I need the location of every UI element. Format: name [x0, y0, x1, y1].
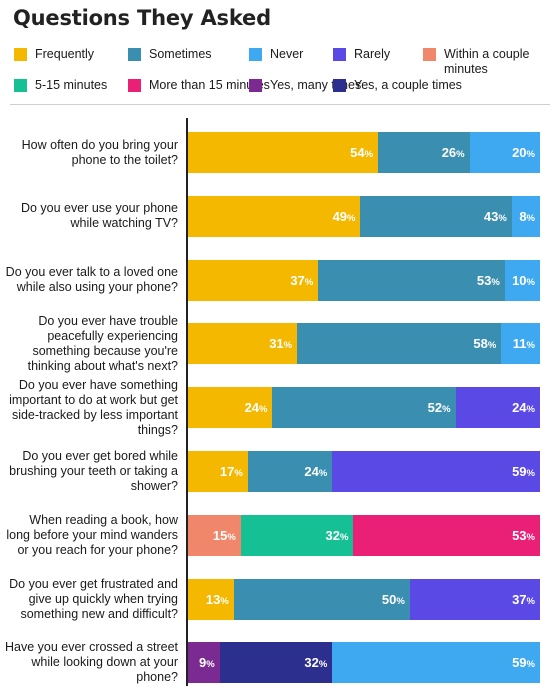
- question-label: Do you ever get bored while brushing you…: [9, 449, 178, 493]
- data-label: 24%: [512, 400, 535, 416]
- question-label: Do you ever get frustrated and give up q…: [9, 576, 178, 621]
- legend-swatch: [249, 48, 262, 61]
- legend-item-rarely: Rarely: [333, 47, 390, 62]
- legend-divider: [10, 104, 550, 105]
- bar-segment-sometimes: [318, 259, 505, 301]
- data-label: 37%: [290, 272, 314, 288]
- legend-swatch: [14, 79, 27, 92]
- data-label: 37%: [512, 591, 535, 607]
- legend-label: 5-15 minutes: [35, 78, 108, 92]
- legend-label: More than 15 minutes: [149, 78, 270, 92]
- data-label: 31%: [269, 336, 293, 352]
- bar-segment-never: [501, 323, 540, 365]
- legend-label: Sometimes: [149, 47, 212, 61]
- data-label: 20%: [512, 145, 535, 160]
- bar-segment-yescouple: [219, 642, 333, 684]
- data-label: 59%: [512, 655, 535, 671]
- bar-segment-frequently: [188, 132, 379, 173]
- question-label: How often do you bring your phone to the…: [21, 137, 178, 167]
- legend-item-yescouple: Yes, a couple times: [333, 78, 462, 93]
- data-label: 24%: [244, 400, 268, 416]
- bar-segment-yesmany: [188, 642, 220, 684]
- legend-label: Rarely: [354, 47, 391, 61]
- data-label: 59%: [512, 464, 535, 479]
- data-label: 49%: [332, 208, 356, 224]
- legend-label: Never: [270, 47, 304, 61]
- data-label: 11%: [512, 336, 535, 352]
- bar-segment-frequently: [188, 259, 319, 301]
- data-label: 15%: [212, 527, 236, 543]
- question-label: When reading a book, how long before you…: [6, 512, 178, 557]
- bar-segment-rarely: [455, 387, 540, 429]
- bar-segment-never: [469, 132, 540, 173]
- bar-segment-frequently: [188, 195, 361, 237]
- data-label: 8%: [519, 208, 535, 224]
- bar-segment-sometimes: [297, 323, 502, 365]
- question-label: Do you ever have something important to …: [9, 377, 178, 437]
- question-label: Do you ever talk to a loved one while al…: [5, 265, 178, 295]
- legend-swatch: [14, 48, 27, 61]
- data-label: 52%: [427, 400, 451, 416]
- bar-segment-frequently: [188, 578, 234, 620]
- bar-segment-never: [332, 642, 540, 684]
- legend-swatch: [333, 48, 346, 61]
- chart-title: Questions They Asked: [13, 6, 271, 30]
- bar-segment-sometimes: [378, 132, 470, 173]
- bar-segment-over15: [353, 514, 540, 556]
- legend-item-never: Never: [249, 47, 303, 62]
- legend-swatch: [333, 79, 346, 92]
- data-label: 32%: [325, 527, 349, 543]
- legend: Frequently Sometimes Never Rarely Within a c…: [0, 0, 560, 100]
- bar-segment-never: [504, 259, 540, 301]
- data-label: 17%: [219, 464, 243, 479]
- legend-item-sometimes: Sometimes: [128, 47, 212, 62]
- bar-segment-frequently: [188, 323, 298, 365]
- data-label: 10%: [512, 272, 535, 288]
- data-label: 9%: [199, 655, 215, 671]
- legend-label: Yes, a couple times: [354, 78, 462, 92]
- question-label: Do you ever have trouble peacefully expe…: [27, 313, 178, 373]
- legend-item-5to15: 5-15 minutes: [14, 78, 107, 93]
- data-label: 58%: [473, 336, 497, 352]
- legend-swatch: [423, 48, 436, 61]
- bar-segment-rarely: [409, 578, 540, 620]
- axis-baseline: [186, 118, 188, 686]
- data-label: 43%: [483, 208, 507, 224]
- data-label: 53%: [512, 527, 535, 543]
- legend-label: Within a couple minutes: [444, 47, 530, 76]
- legend-item-within: Within a couple minutes: [423, 47, 543, 77]
- legend-swatch: [128, 48, 141, 61]
- question-label: Do you ever use your phone while watchin…: [20, 201, 178, 231]
- bar-segment-within: [188, 514, 241, 556]
- legend-swatch: [249, 79, 262, 92]
- data-label: 54%: [350, 145, 374, 160]
- legend-swatch: [128, 79, 141, 92]
- data-label: 13%: [205, 591, 229, 607]
- data-label: 53%: [476, 272, 500, 288]
- legend-item-frequently: Frequently: [14, 47, 94, 62]
- bar-segment-sometimes: [233, 578, 410, 620]
- bar-segment-frequently: [188, 387, 273, 429]
- question-label: Have you ever crossed a street while loo…: [5, 640, 178, 685]
- data-label: 24%: [304, 464, 328, 479]
- bar-segment-never: [511, 195, 540, 237]
- bar-segment-sometimes: [272, 387, 456, 429]
- legend-label: Frequently: [35, 47, 95, 61]
- bar-segment-5to15: [240, 514, 354, 556]
- data-label: 32%: [304, 655, 328, 671]
- bar-segment-frequently: [188, 451, 248, 492]
- legend-item-over15: More than 15 minutes: [128, 78, 270, 93]
- bar-segment-rarely: [332, 451, 540, 492]
- bar-segment-sometimes: [247, 451, 333, 492]
- bar-segment-sometimes: [360, 195, 512, 237]
- data-label: 50%: [381, 591, 405, 607]
- data-label: 26%: [441, 145, 465, 160]
